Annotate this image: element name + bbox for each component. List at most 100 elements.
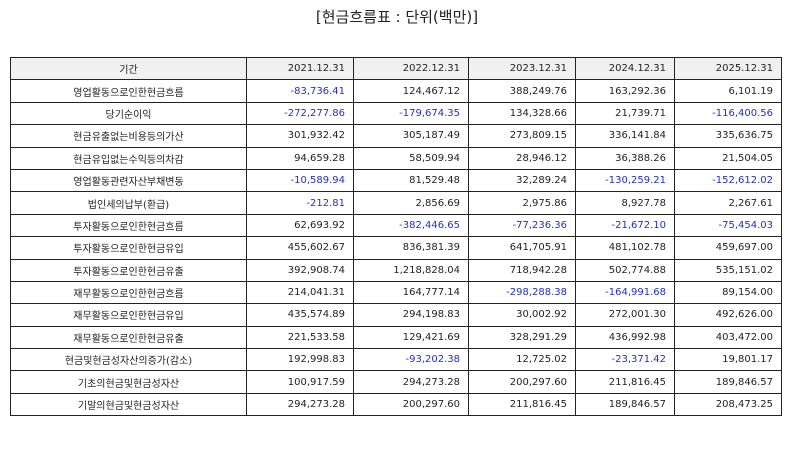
table-cell: 189,846.57 <box>674 370 782 394</box>
table-row: 투자활동으로인한현금유입 455,602.67 836,381.39 641,705.… <box>10 236 782 260</box>
table-cell: -212.81 <box>246 191 354 215</box>
table-cell: 200,297.60 <box>353 392 469 417</box>
table-cell: 459,697.00 <box>674 236 782 260</box>
table-cell: 19,801.17 <box>674 348 782 372</box>
table-cell: 392,908.74 <box>246 258 354 282</box>
table-cell: 836,381.39 <box>353 236 469 260</box>
table-cell: 21,504.05 <box>674 146 782 170</box>
row-label: 기말의현금및현금성자산 <box>10 392 247 417</box>
table-cell: 163,292.36 <box>575 79 675 103</box>
table-cell: -382,446.65 <box>353 213 469 238</box>
table-cell: -179,674.35 <box>353 101 469 126</box>
table-cell: -130,259.21 <box>575 168 675 193</box>
table-row: 영업활동으로인한현금흐름 -83,736.41 124,467.12 388,249.… <box>10 79 782 103</box>
row-label: 재무활동으로인한현금흐름 <box>10 280 247 305</box>
table-cell: -272,277.86 <box>246 101 354 126</box>
table-cell: -75,454.03 <box>674 213 782 238</box>
table-cell: 273,809.15 <box>468 124 576 148</box>
table-cell: 100,917.59 <box>246 370 354 394</box>
table-cell: 502,774.88 <box>575 258 675 282</box>
table-cell: 305,187.49 <box>353 124 469 148</box>
table-cell: 28,946.12 <box>468 146 576 170</box>
table-cell: 294,198.83 <box>353 303 469 327</box>
year-header: 2024.12.31 <box>575 56 675 81</box>
table-cell: 294,273.28 <box>246 392 354 417</box>
table-cell: 134,328.66 <box>468 101 576 126</box>
table-row: 투자활동으로인한현금흐름 62,693.92 -382,446.65 -77,236.… <box>10 213 782 238</box>
table-cell: 211,816.45 <box>468 392 576 417</box>
table-cell: 81,529.48 <box>353 168 469 193</box>
table-row: 기초의현금및현금성자산 100,917.59 294,273.28 200,297.6… <box>10 370 782 394</box>
table-row: 재무활동으로인한현금흐름 214,041.31 164,777.14 -298,288… <box>10 280 782 305</box>
table-row: 현금유출없는비용등의가산 301,932.42 305,187.49 273,809.… <box>10 124 782 148</box>
table-cell: 164,777.14 <box>353 280 469 305</box>
table-cell: 535,151.02 <box>674 258 782 282</box>
year-header: 2021.12.31 <box>246 56 354 81</box>
table-cell: 272,001.30 <box>575 303 675 327</box>
table-row: 영업활동관련자산부채변동 -10,589.94 81,529.48 32,289.24… <box>10 168 782 193</box>
table-cell: 492,626.00 <box>674 303 782 327</box>
table-cell: 94,659.28 <box>246 146 354 170</box>
table-cell: 641,705.91 <box>468 236 576 260</box>
table-cell: -298,288.38 <box>468 280 576 305</box>
table-cell: 12,725.02 <box>468 348 576 372</box>
row-label: 재무활동으로인한현금유출 <box>10 325 247 350</box>
table-cell: 481,102.78 <box>575 236 675 260</box>
table-cell: -116,400.56 <box>674 101 782 126</box>
table-row: 투자활동으로인한현금유출 392,908.74 1,218,828.04 718,94… <box>10 258 782 282</box>
table-cell: 30,002.92 <box>468 303 576 327</box>
table-row: 당기순이익 -272,277.86 -179,674.35 134,328.66 21,… <box>10 101 782 126</box>
year-header: 2022.12.31 <box>353 56 469 81</box>
table-cell: 189,846.57 <box>575 392 675 417</box>
table-row: 법인세의납부(환급) -212.81 2,856.69 2,975.86 8,927.7… <box>10 191 782 215</box>
table-cell: 192,998.83 <box>246 348 354 372</box>
table-cell: 2,975.86 <box>468 191 576 215</box>
table-cell: 200,297.60 <box>468 370 576 394</box>
row-label: 현금유입없는수익등의차감 <box>10 146 247 170</box>
table-cell: -21,672.10 <box>575 213 675 238</box>
row-label: 영업활동으로인한현금흐름 <box>10 79 247 103</box>
row-label: 영업활동관련자산부채변동 <box>10 168 247 193</box>
table-cell: 21,739.71 <box>575 101 675 126</box>
table-cell: 718,942.28 <box>468 258 576 282</box>
table-row: 재무활동으로인한현금유출 221,533.58 129,421.69 328,291.… <box>10 325 782 350</box>
row-label: 당기순이익 <box>10 101 247 126</box>
table-cell: 335,636.75 <box>674 124 782 148</box>
table-cell: 211,816.45 <box>575 370 675 394</box>
table-cell: -93,202.38 <box>353 348 469 372</box>
table-cell: 301,932.42 <box>246 124 354 148</box>
table-cell: 436,992.98 <box>575 325 675 350</box>
table-cell: 62,693.92 <box>246 213 354 238</box>
row-label: 현금유출없는비용등의가산 <box>10 124 247 148</box>
table-cell: 129,421.69 <box>353 325 469 350</box>
table-row: 현금유입없는수익등의차감 94,659.28 58,509.94 28,946.12 3… <box>10 146 782 170</box>
table-cell: 2,267.61 <box>674 191 782 215</box>
row-label: 재무활동으로인한현금유입 <box>10 303 247 327</box>
table-row: 기말의현금및현금성자산 294,273.28 200,297.60 211,816.4… <box>10 392 782 417</box>
table-body: 영업활동으로인한현금흐름 -83,736.41 124,467.12 388,249.… <box>10 79 782 417</box>
table-cell: 89,154.00 <box>674 280 782 305</box>
table-cell: -152,612.02 <box>674 168 782 193</box>
table-row: 현금및현금성자산의증가(감소) 192,998.83 -93,202.38 12,72… <box>10 348 782 372</box>
table-cell: 294,273.28 <box>353 370 469 394</box>
table-cell: 8,927.78 <box>575 191 675 215</box>
table-cell: 1,218,828.04 <box>353 258 469 282</box>
row-label: 투자활동으로인한현금유출 <box>10 258 247 282</box>
table-cell: 6,101.19 <box>674 79 782 103</box>
cash-flow-table: 기간 2021.12.31 2022.12.31 2023.12.31 2024… <box>10 56 782 417</box>
table-header-row: 기간 2021.12.31 2022.12.31 2023.12.31 2024… <box>10 56 782 81</box>
table-cell: 58,509.94 <box>353 146 469 170</box>
page-title: [현금흐름표 : 단위(백만)] <box>315 8 479 26</box>
table-cell: 214,041.31 <box>246 280 354 305</box>
table-cell: -164,991.68 <box>575 280 675 305</box>
row-label: 법인세의납부(환급) <box>10 191 247 215</box>
row-label: 기초의현금및현금성자산 <box>10 370 247 394</box>
table-row: 재무활동으로인한현금유입 435,574.89 294,198.83 30,002.9… <box>10 303 782 327</box>
period-header: 기간 <box>10 56 247 81</box>
table-cell: 208,473.25 <box>674 392 782 417</box>
row-label: 투자활동으로인한현금흐름 <box>10 213 247 238</box>
table-cell: -83,736.41 <box>246 79 354 103</box>
table-cell: -23,371.42 <box>575 348 675 372</box>
table-cell: 403,472.00 <box>674 325 782 350</box>
table-cell: -10,589.94 <box>246 168 354 193</box>
